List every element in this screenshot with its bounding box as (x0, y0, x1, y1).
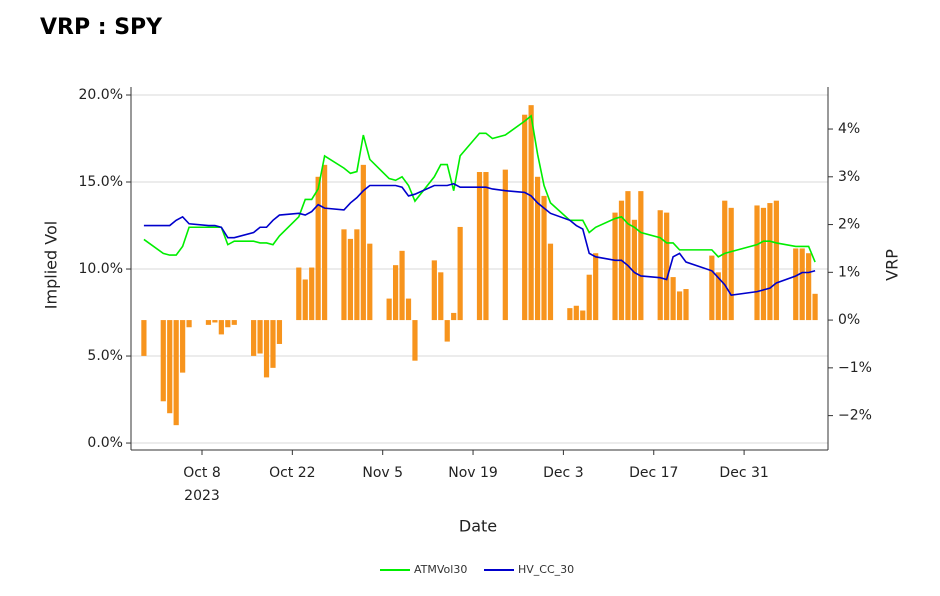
bar (302, 279, 308, 321)
bar (173, 320, 179, 426)
bar (451, 312, 457, 321)
bar (438, 272, 444, 321)
x-tick-year: 2023 (184, 488, 220, 504)
bar (522, 114, 528, 321)
bar (638, 191, 644, 321)
y2-tick-label: 3% (838, 169, 860, 185)
legend-label: ATMVol30 (414, 563, 467, 576)
bar (728, 207, 734, 321)
x-tick-label: Nov 19 (448, 465, 498, 481)
y2-tick-label: 0% (838, 312, 860, 328)
bar (799, 248, 805, 321)
bar (547, 243, 554, 321)
bar (483, 172, 489, 321)
bar (760, 207, 767, 321)
line (143, 114, 816, 263)
bar (767, 203, 773, 321)
bar (218, 320, 224, 335)
y2-tick-label: −1% (838, 360, 872, 376)
chart-title: VRP : SPY (40, 15, 163, 40)
bar (393, 265, 399, 321)
bar (664, 212, 670, 321)
bar (270, 320, 276, 368)
y2-tick-label: 2% (838, 217, 860, 233)
bar (160, 320, 166, 402)
x-tick-label: Oct 8 (183, 465, 221, 481)
bar (386, 298, 392, 321)
bar (205, 320, 212, 325)
bar (773, 200, 779, 321)
bar (586, 274, 592, 321)
bar (257, 320, 263, 354)
bar (296, 267, 302, 321)
bar (541, 195, 547, 321)
bar (412, 320, 418, 361)
bar (612, 212, 618, 321)
bar (528, 105, 534, 321)
bar (625, 191, 631, 321)
bar (263, 320, 270, 378)
bar (276, 320, 283, 344)
bar (186, 320, 192, 328)
y2-tick-label: 1% (838, 264, 860, 280)
bar (167, 320, 173, 414)
x-axis-label: Date (459, 517, 497, 536)
bar (141, 320, 147, 356)
y-tick-label: 15.0% (79, 174, 123, 190)
bar (754, 205, 760, 321)
bar (457, 226, 463, 321)
y2-axis-label: VRP (883, 249, 902, 281)
bar (593, 253, 599, 321)
bar (212, 320, 218, 323)
bar (322, 164, 328, 321)
bar (812, 293, 818, 321)
bar (580, 310, 586, 321)
bar (341, 229, 347, 321)
bar (405, 298, 412, 321)
bar (670, 277, 676, 321)
bar (715, 272, 721, 321)
bar (251, 320, 257, 356)
bar (347, 238, 354, 321)
x-tick-label: Dec 31 (719, 465, 768, 481)
y-tick-label: 5.0% (87, 348, 123, 364)
y-tick-label: 0.0% (87, 435, 123, 451)
bar (309, 267, 315, 321)
y2-tick-label: −2% (838, 408, 872, 424)
bar (722, 200, 728, 321)
bar (354, 229, 360, 321)
bar (180, 320, 186, 373)
bar (806, 253, 812, 321)
bar (502, 169, 508, 321)
bar (431, 260, 437, 321)
y2-tick-label: 4% (838, 121, 860, 137)
bar (231, 320, 237, 325)
bar (676, 291, 683, 321)
x-tick-label: Oct 22 (269, 465, 315, 481)
bar (709, 255, 715, 321)
bar (225, 320, 231, 328)
bar (444, 320, 450, 342)
legend-label: HV_CC_30 (518, 563, 574, 576)
line (143, 182, 816, 296)
bar (360, 164, 366, 321)
y-tick-label: 20.0% (79, 87, 123, 103)
y-tick-label: 10.0% (79, 261, 123, 277)
bar (567, 308, 573, 321)
x-tick-label: Nov 5 (362, 465, 403, 481)
bar (399, 250, 405, 321)
bar (367, 243, 373, 321)
bar (476, 172, 483, 321)
bar (657, 210, 663, 321)
bar (534, 176, 541, 321)
y-axis-label: Implied Vol (42, 221, 61, 309)
bar (573, 305, 579, 321)
x-tick-label: Dec 3 (543, 465, 583, 481)
x-tick-label: Dec 17 (629, 465, 678, 481)
bar (793, 248, 799, 321)
bar (631, 219, 637, 321)
bar (683, 289, 689, 321)
bar (315, 176, 321, 321)
